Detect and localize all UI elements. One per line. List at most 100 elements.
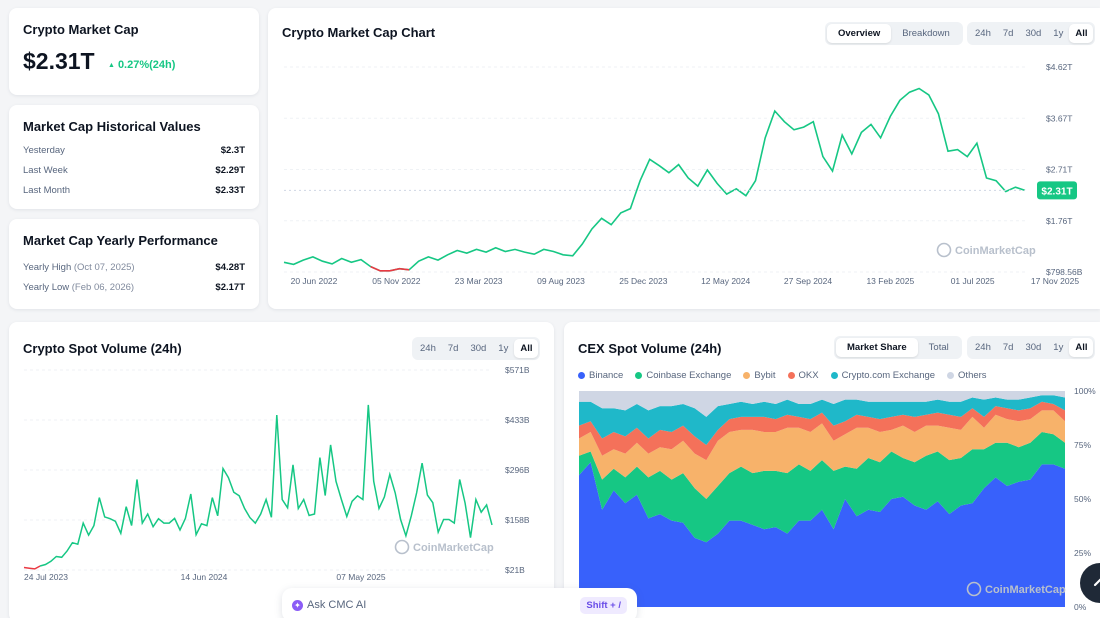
cex-volume-title: CEX Spot Volume (24h) [578,341,722,356]
market-cap-change: ▲ 0.27%(24h) [108,59,175,71]
historical-row-last-week: Last Week $2.29T [23,165,245,176]
market-cap-chart[interactable]: $798.56B $1.76T $2.71T $3.67T $4.62T 20 Jun 2… [268,8,1100,309]
chevron-up-icon [1093,578,1100,587]
market-cap-chart-title: Crypto Market Cap Chart [282,25,436,40]
legend-item[interactable]: Bybit [743,370,776,381]
range-7d[interactable]: 7d [1002,28,1014,39]
historical-row-label: Yesterday [23,145,65,156]
cmc-logo-icon [966,581,982,597]
range-24h[interactable]: 24h [975,28,991,39]
range-all[interactable]: All [514,339,539,358]
ask-ai-label: Ask CMC AI [307,599,367,611]
historical-values-list: Yesterday $2.3T Last Week $2.29T Last Mont… [23,145,245,205]
legend-dot [947,372,955,379]
x-tick-label: 24 Jul 2023 [24,572,68,582]
area-series-okx [579,401,1065,461]
range-all[interactable]: All [1069,24,1094,43]
current-value-badge: $2.31T [1037,181,1077,200]
legend-item[interactable]: Crypto.com Exchange [830,370,935,381]
watermark-text: CoinMarketCap [955,245,1036,257]
coinmarketcap-watermark: CoinMarketCap [394,539,494,555]
scroll-top-button[interactable] [1080,563,1100,603]
legend-item[interactable]: Coinbase Exchange [635,370,731,381]
range-1y[interactable]: 1y [1053,28,1064,39]
area-series-bybit [579,410,1065,499]
historical-row-last-month: Last Month $2.33T [23,185,245,196]
x-tick-label: 05 Nov 2022 [372,276,420,286]
watermark-text: CoinMarketCap [985,584,1066,596]
x-tick-label: 14 Jun 2024 [181,572,228,582]
yearly-high-date: (Oct 07, 2025) [73,262,135,273]
range-7d[interactable]: 7d [447,343,459,354]
area-series-cryptocom [579,395,1065,445]
cex-range-toggle: 24h 7d 30d 1y All [967,336,1096,359]
range-30d[interactable]: 30d [470,343,487,354]
cmc-logo-icon [936,242,952,258]
tab-total[interactable]: Total [928,342,949,353]
cex-view-toggle: Market Share Total [834,336,962,359]
range-1y[interactable]: 1y [1053,342,1064,353]
legend-label: Bybit [754,370,776,381]
y-tick-label: $798.56B [1046,267,1083,277]
historical-row-label: Last Week [23,165,68,176]
badge-bg [1037,181,1077,200]
legend-item[interactable]: Others [947,370,987,381]
tab-breakdown[interactable]: Breakdown [902,28,950,39]
watermark-text: CoinMarketCap [413,542,494,554]
mcap-view-toggle: Overview Breakdown [825,22,963,45]
range-1y[interactable]: 1y [498,343,509,354]
legend-item[interactable]: OKX [787,370,819,381]
historical-row-value: $2.29T [215,165,245,176]
x-tick-label: 12 May 2024 [701,276,750,286]
ask-ai-bar[interactable]: ✦ Ask CMC AI Shift + / [282,588,637,618]
range-30d[interactable]: 30d [1025,342,1042,353]
range-7d[interactable]: 7d [1002,342,1014,353]
cex-legend: Binance Coinbase Exchange Bybit OKX Crypto.c… [578,370,987,381]
sparkle-icon: ✦ [292,599,303,611]
area-series-binance [579,462,1065,607]
range-all[interactable]: All [1069,338,1094,357]
area-series-others [579,391,1065,417]
market-cap-chart-card: Crypto Market Cap Chart Overview Breakdo… [268,8,1100,309]
historical-values-card: Market Cap Historical Values Yesterday $2… [9,105,259,209]
cex-volume-chart[interactable]: 0% 25% 50% 75% 100% CoinMarketCap [564,322,1100,618]
spot-volume-chart[interactable]: $21B $158B $296B $433B $571B 24 Jul 2023 14 Ju… [9,322,554,618]
yearly-low-label: Yearly Low [23,282,70,293]
legend-dot [787,372,795,379]
market-cap-title: Crypto Market Cap [23,22,139,37]
mcap-range-toggle: 24h 7d 30d 1y All [967,22,1096,45]
yearly-high-label: Yearly High [23,262,72,273]
market-cap-down-segment [370,265,410,272]
y-tick-label: $1.76T [1046,216,1072,226]
historical-row-label: Last Month [23,185,70,196]
y-tick-label: 100% [1074,386,1096,396]
coinmarketcap-watermark: CoinMarketCap [936,242,1036,258]
legend-dot [743,372,751,379]
y-tick-label: $2.71T [1046,165,1072,175]
badge-text: $2.31T [1041,186,1072,197]
range-30d[interactable]: 30d [1025,28,1042,39]
y-tick-label: $571B [505,365,530,375]
market-cap-line [283,87,1026,272]
x-tick-label: 07 May 2025 [336,572,385,582]
tab-market-share[interactable]: Market Share [836,338,918,357]
x-tick-label: 09 Aug 2023 [537,276,585,286]
yearly-high-value: $4.28T [215,262,245,273]
legend-label: Coinbase Exchange [646,370,732,381]
legend-dot [635,372,643,379]
range-24h[interactable]: 24h [975,342,991,353]
range-24h[interactable]: 24h [420,343,436,354]
y-tick-label: 50% [1074,494,1091,504]
y-tick-label: 75% [1074,440,1091,450]
legend-dot [578,372,585,379]
coinmarketcap-watermark: CoinMarketCap [966,581,1066,597]
legend-item[interactable]: Binance [578,370,623,381]
area-series-coinbase [579,432,1065,543]
yearly-low-value: $2.17T [215,282,245,293]
x-tick-label: 27 Sep 2024 [784,276,832,286]
historical-row-value: $2.3T [220,145,245,156]
tab-overview[interactable]: Overview [827,24,892,43]
y-tick-label: $4.62T [1046,62,1072,72]
legend-dot [830,372,838,379]
yearly-low-date: (Feb 06, 2026) [71,282,135,293]
